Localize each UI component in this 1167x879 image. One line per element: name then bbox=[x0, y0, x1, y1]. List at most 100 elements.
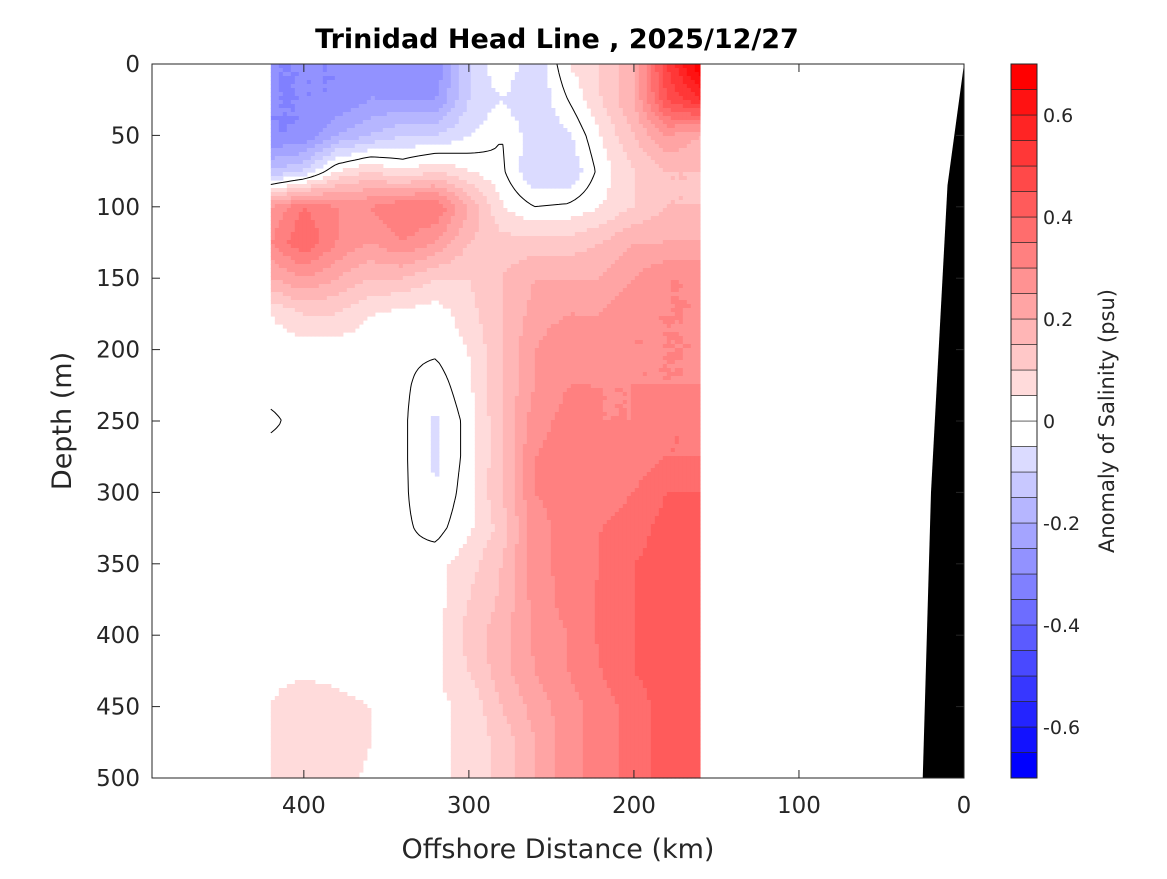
contour-cell bbox=[458, 220, 464, 225]
contour-cell bbox=[386, 188, 392, 193]
contour-cell bbox=[434, 244, 440, 249]
contour-cell bbox=[634, 208, 640, 213]
contour-cell bbox=[454, 172, 460, 177]
contour-cell bbox=[538, 256, 544, 261]
contour-cell bbox=[642, 172, 648, 177]
contour-cell bbox=[630, 188, 636, 193]
contour-cell bbox=[682, 156, 688, 161]
contour-cell bbox=[590, 76, 596, 81]
contour-cell bbox=[618, 76, 624, 81]
contour-cell bbox=[378, 124, 384, 129]
contour-cell bbox=[678, 124, 684, 129]
contour-cell bbox=[630, 180, 636, 185]
contour-cell bbox=[382, 192, 388, 197]
contour-cell bbox=[590, 108, 596, 113]
contour-cell bbox=[510, 248, 516, 253]
contour-cell bbox=[430, 96, 436, 101]
contour-cell bbox=[406, 264, 412, 269]
contour-cell bbox=[298, 80, 304, 85]
contour-cell bbox=[682, 180, 688, 185]
contour-cell bbox=[602, 92, 608, 97]
contour-cell bbox=[354, 188, 360, 193]
contour-cell bbox=[542, 264, 548, 269]
contour-cell bbox=[458, 108, 464, 113]
contour-cell bbox=[318, 260, 324, 265]
contour-cell bbox=[642, 244, 648, 249]
contour-cell bbox=[386, 140, 392, 145]
contour-cell bbox=[290, 140, 296, 145]
contour-cell bbox=[598, 116, 604, 121]
contour-cell bbox=[322, 200, 328, 205]
contour-cell bbox=[682, 212, 688, 217]
contour-cell bbox=[610, 228, 616, 233]
contour-cell bbox=[458, 276, 464, 281]
contour-cell bbox=[654, 160, 660, 165]
contour-cell bbox=[394, 220, 400, 225]
contour-cell bbox=[634, 116, 640, 121]
contour-cell bbox=[298, 268, 304, 273]
contour-cell bbox=[542, 176, 548, 181]
contour-cell bbox=[282, 240, 288, 245]
contour-cell bbox=[410, 228, 416, 233]
contour-cell bbox=[498, 256, 504, 261]
contour-cell bbox=[306, 72, 312, 77]
contour-cell bbox=[366, 76, 372, 81]
contour-cell bbox=[650, 204, 656, 209]
contour-cell bbox=[390, 236, 396, 241]
contour-cell bbox=[290, 268, 296, 273]
contour-cell bbox=[274, 236, 280, 241]
contour-cell bbox=[534, 276, 540, 281]
contour-cell bbox=[382, 200, 388, 205]
contour-cell bbox=[482, 228, 488, 233]
contour-cell bbox=[558, 264, 564, 269]
contour-cell bbox=[278, 108, 284, 113]
contour-cell bbox=[630, 100, 636, 105]
contour-cell bbox=[422, 80, 428, 85]
contour-cell bbox=[290, 84, 296, 89]
contour-cell bbox=[270, 260, 276, 265]
contour-cell bbox=[466, 252, 472, 257]
contour-cell bbox=[462, 196, 468, 201]
contour-cell bbox=[642, 176, 648, 181]
contour-cell bbox=[334, 96, 340, 101]
contour-cell bbox=[482, 216, 488, 221]
contour-cell bbox=[274, 100, 280, 105]
contour-cell bbox=[382, 208, 388, 213]
contour-cell bbox=[550, 248, 556, 253]
contour-cell bbox=[646, 104, 652, 109]
contour-cell bbox=[350, 88, 356, 93]
contour-cell bbox=[614, 152, 620, 157]
contour-cell bbox=[394, 236, 400, 241]
contour-cell bbox=[490, 220, 496, 225]
contour-cell bbox=[554, 272, 560, 277]
contour-cell bbox=[354, 252, 360, 257]
contour-cell bbox=[698, 208, 701, 213]
contour-cell bbox=[354, 192, 360, 197]
contour-cell bbox=[478, 260, 484, 265]
contour-cell bbox=[602, 112, 608, 117]
contour-cell bbox=[582, 252, 588, 257]
contour-cell bbox=[334, 200, 340, 205]
contour-cell bbox=[694, 272, 700, 277]
contour-cell bbox=[382, 216, 388, 221]
contour-cell bbox=[434, 176, 440, 181]
contour-cell bbox=[642, 268, 648, 273]
contour-cell bbox=[310, 88, 316, 93]
contour-cell bbox=[674, 76, 680, 81]
contour-cell bbox=[506, 212, 512, 217]
contour-cell bbox=[418, 200, 424, 205]
contour-cell bbox=[370, 184, 376, 189]
contour-cell bbox=[282, 276, 288, 281]
contour-cell bbox=[326, 188, 332, 193]
contour-cell bbox=[390, 248, 396, 253]
contour-cell bbox=[694, 68, 700, 73]
contour-cell bbox=[338, 216, 344, 221]
contour-cell bbox=[606, 116, 612, 121]
contour-cell bbox=[582, 92, 588, 97]
contour-cell bbox=[490, 100, 496, 105]
contour-cell bbox=[362, 84, 368, 89]
contour-cell bbox=[366, 168, 372, 173]
contour-cell bbox=[410, 276, 416, 281]
contour-cell bbox=[338, 256, 344, 261]
contour-cell bbox=[374, 84, 380, 89]
